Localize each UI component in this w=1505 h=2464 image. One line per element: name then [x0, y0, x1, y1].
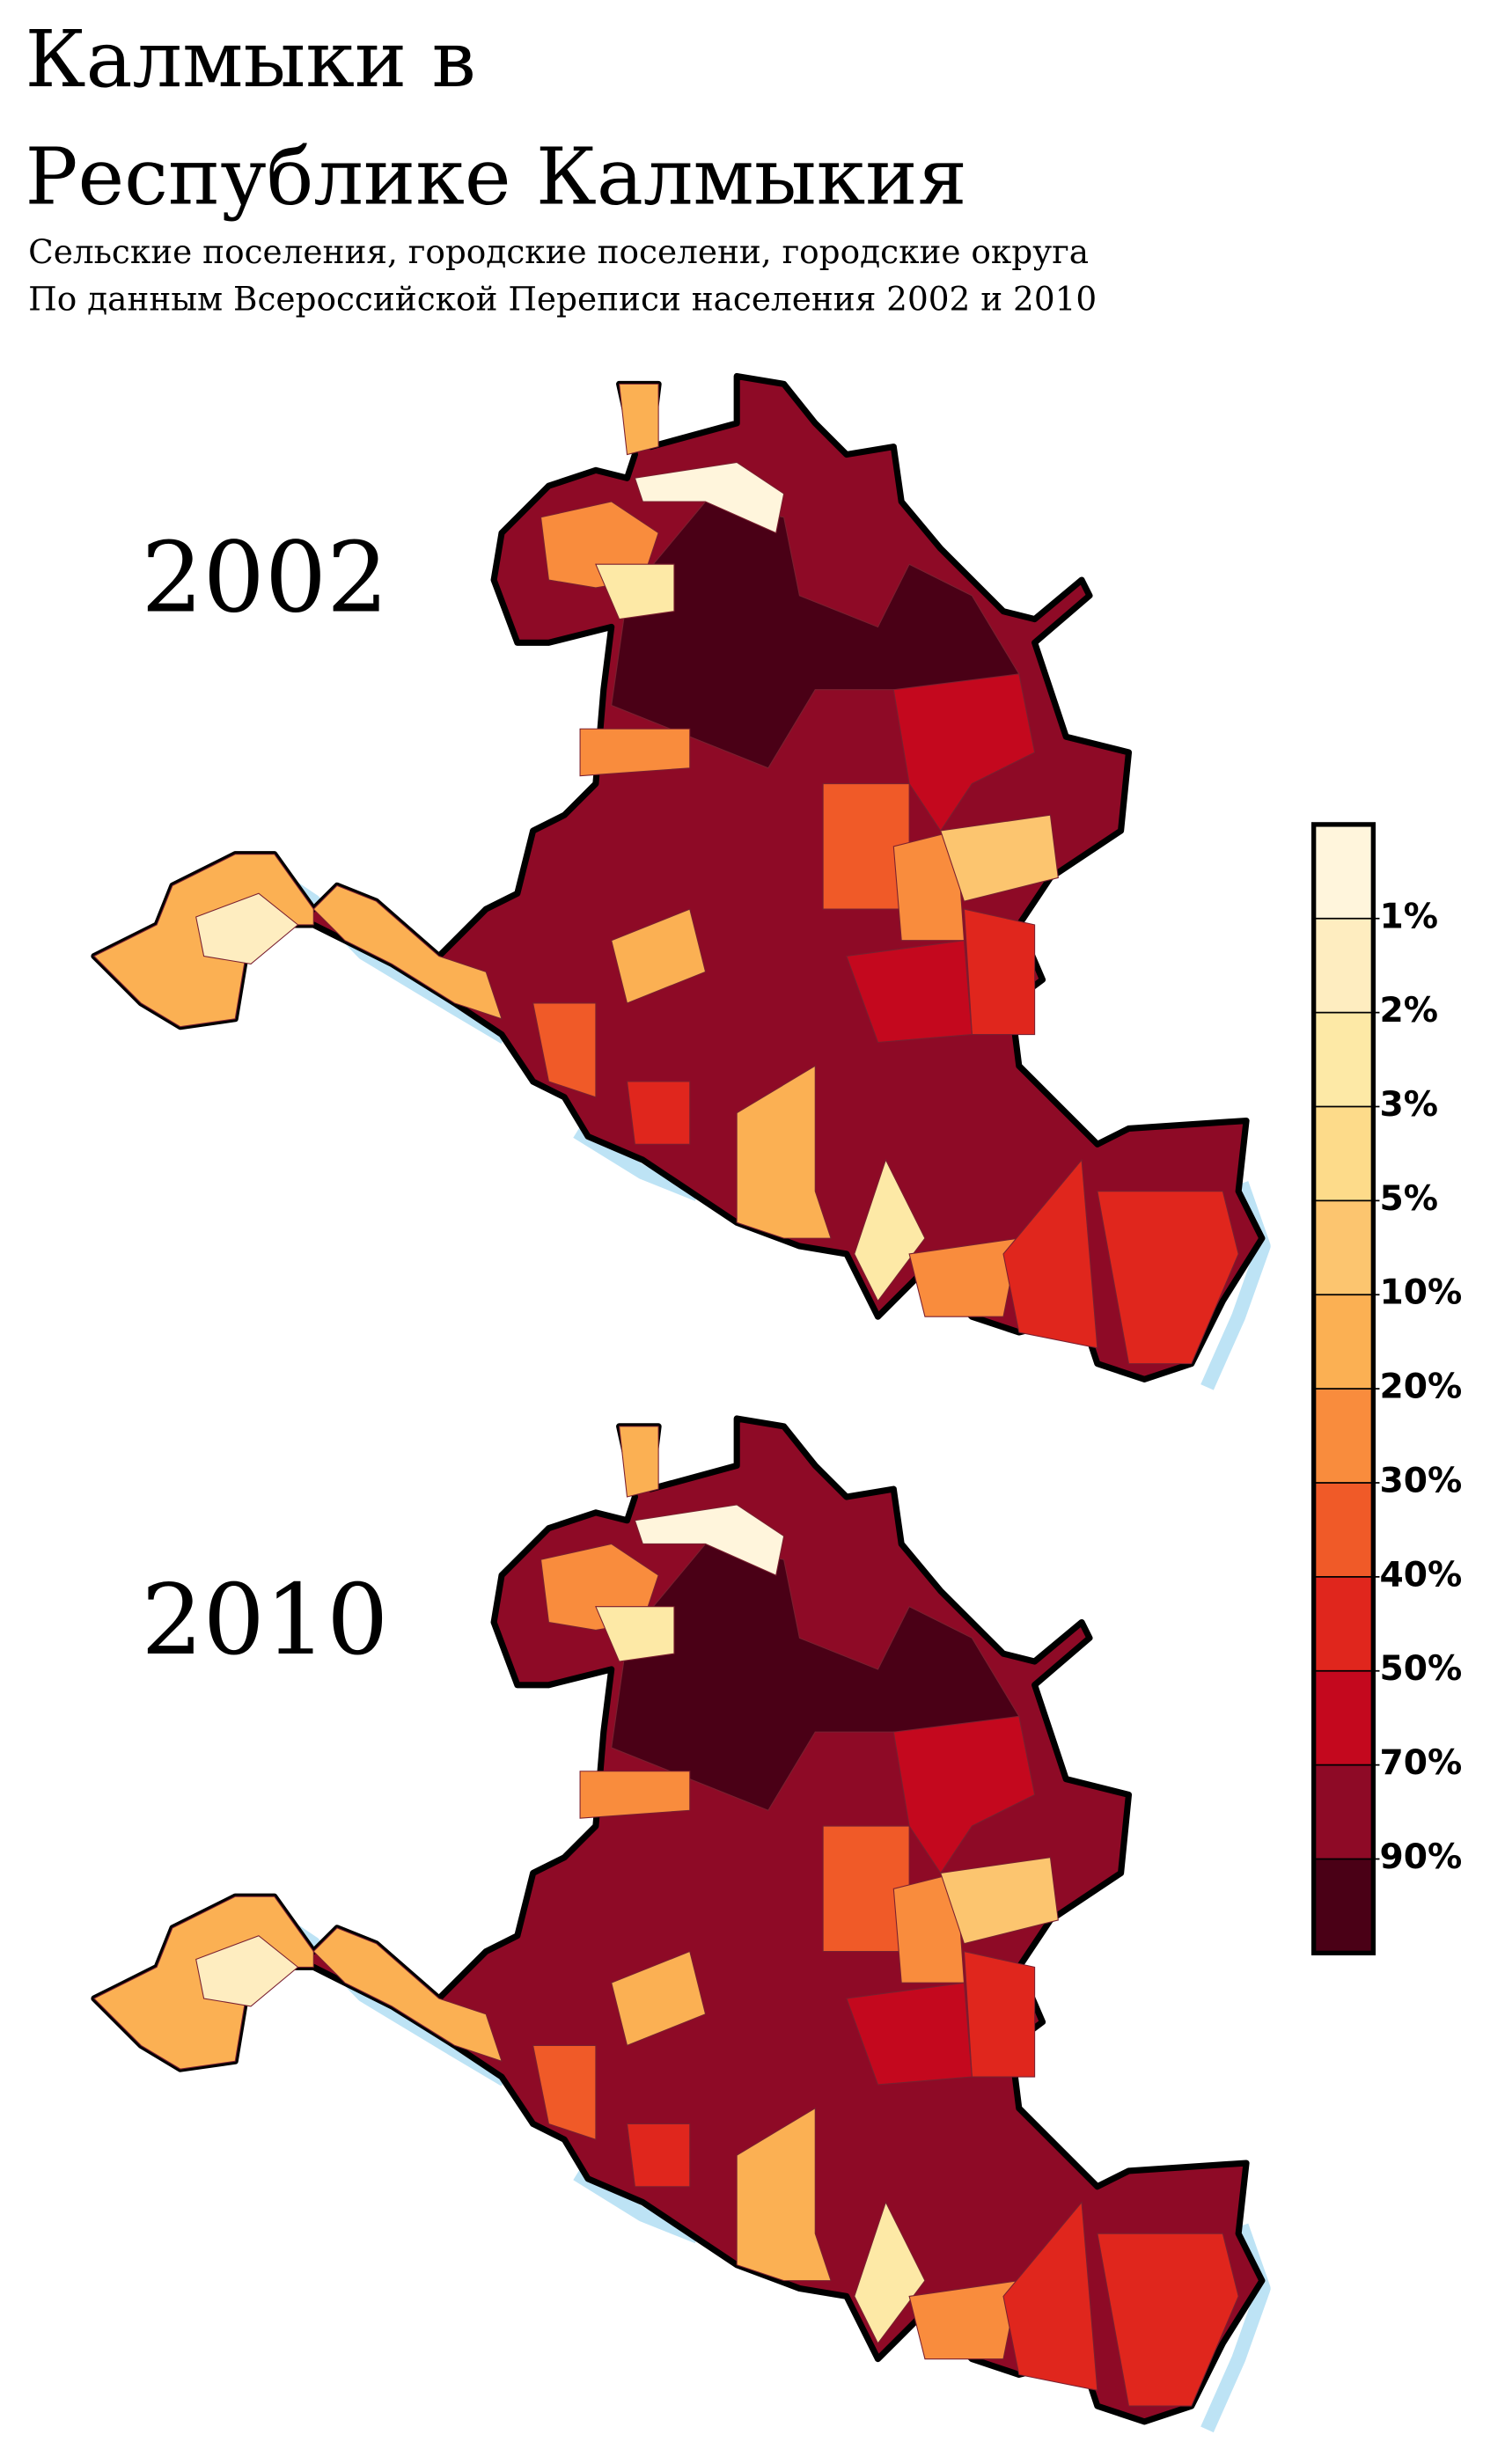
legend-label: 50% [1379, 1649, 1462, 1689]
legend-label: 2% [1379, 991, 1438, 1030]
legend-swatch [1313, 1294, 1374, 1390]
legend-label: 5% [1379, 1179, 1438, 1219]
legend-swatch [1313, 824, 1374, 919]
subtitle-line: Сельские поселения, городские поселени, … [28, 232, 1089, 271]
legend-label: 3% [1379, 1085, 1438, 1125]
subtitle-line: По данным Всероссийской Переписи населен… [28, 280, 1097, 319]
title-line: Калмыки в [26, 14, 476, 106]
legend-label: 30% [1379, 1461, 1462, 1500]
legend-swatch [1313, 1482, 1374, 1577]
legend: 1% 2% 3% 5% 10% 20% 30% 40% 50% 70% 90% [1310, 822, 1462, 1956]
year-label: 2010 [141, 1564, 388, 1677]
legend-label: 90% [1379, 1837, 1462, 1877]
legend-label: 40% [1379, 1555, 1462, 1595]
legend-swatch [1313, 1106, 1374, 1201]
legend-swatch [1313, 1859, 1374, 1954]
legend-label: 1% [1379, 897, 1438, 936]
legend-label: 70% [1379, 1743, 1462, 1783]
legend-swatch [1313, 1389, 1374, 1483]
legend-label: 10% [1379, 1273, 1462, 1313]
legend-swatch [1313, 1012, 1374, 1107]
legend-swatch [1313, 918, 1374, 1013]
legend-swatch [1313, 1670, 1374, 1765]
legend-swatch [1313, 1200, 1374, 1295]
legend-swatch [1313, 1764, 1374, 1859]
legend-label: 20% [1379, 1368, 1462, 1407]
legend-swatch [1313, 1576, 1374, 1671]
title-line: Республике Калмыкия [26, 132, 967, 224]
year-label: 2002 [141, 522, 388, 635]
